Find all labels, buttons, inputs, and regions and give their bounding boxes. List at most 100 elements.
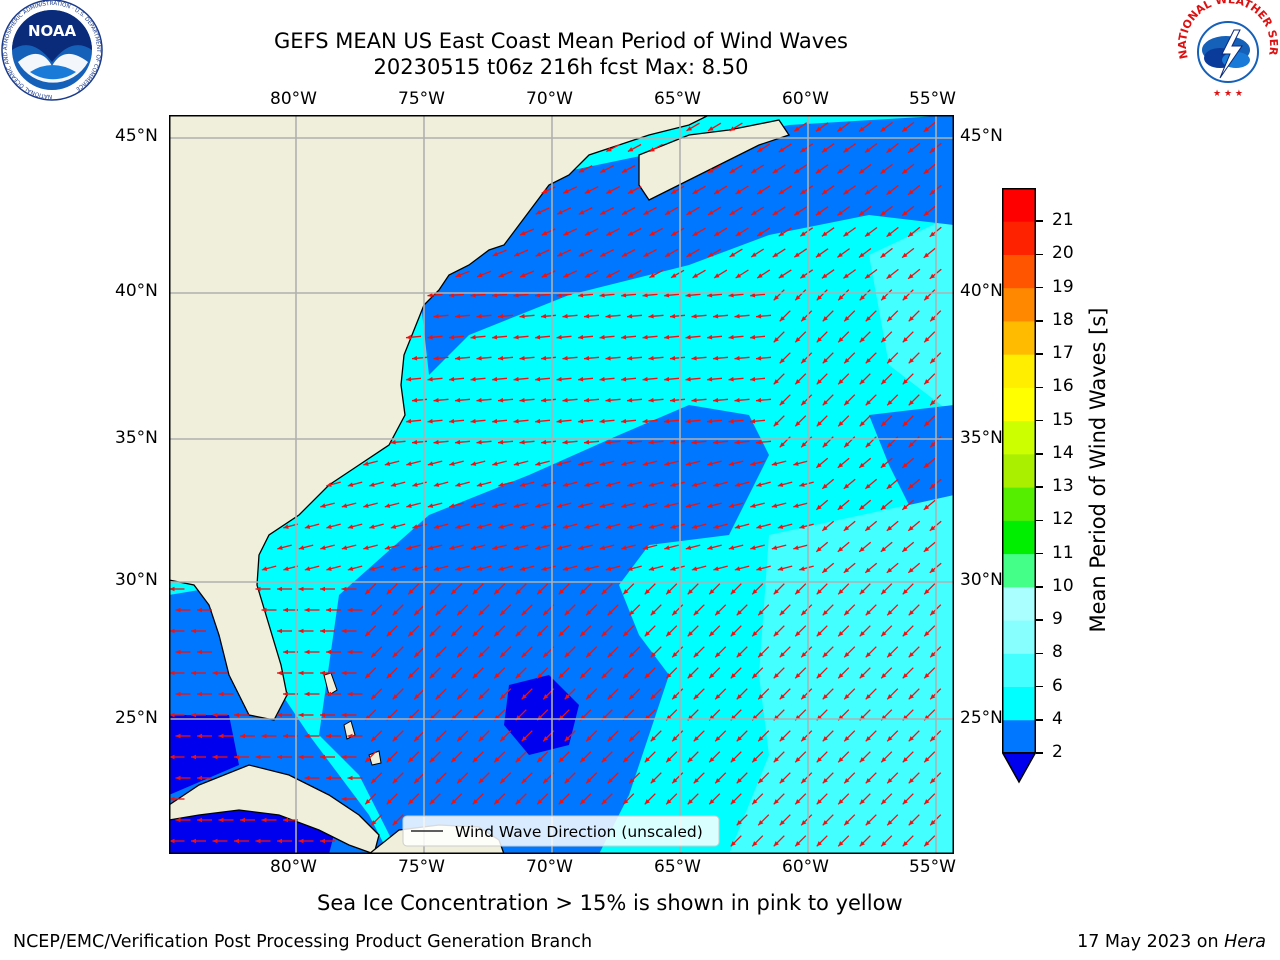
wave-direction-arrowhead (902, 589, 908, 595)
wave-direction-arrowhead (771, 545, 778, 550)
wave-direction-arrowhead (369, 524, 375, 529)
wave-direction-arrowhead (563, 273, 569, 278)
wave-direction-arrowhead (558, 673, 564, 679)
wave-direction-arrowhead (750, 376, 756, 382)
wave-direction-arrowhead (386, 589, 392, 595)
wave-direction-arrowhead (902, 841, 908, 847)
wave-direction-arrowhead (715, 778, 721, 784)
wave-direction-arrowhead (605, 524, 612, 529)
wave-direction-arrowhead (500, 610, 506, 616)
wave-direction-arrowhead (558, 757, 564, 763)
wave-direction-arrowhead (347, 524, 354, 529)
wave-direction-arrowhead (708, 252, 714, 257)
wave-direction-arrowhead (793, 545, 799, 550)
wave-direction-arrowhead (908, 567, 914, 573)
wave-direction-arrowhead (642, 503, 649, 508)
wave-direction-arrowhead (169, 796, 175, 802)
wave-direction-arrowhead (715, 694, 721, 700)
wave-direction-arrowhead (478, 610, 484, 616)
wave-direction-arrowhead (429, 631, 435, 637)
colorbar-tick-mark (1036, 419, 1043, 422)
wave-direction-arrowhead (751, 252, 757, 257)
wave-direction-arrowhead (433, 397, 439, 403)
wave-direction-arrowhead (543, 778, 549, 784)
wave-direction-arrowhead (880, 126, 886, 132)
wave-direction-arrowhead (929, 231, 935, 237)
wave-direction-arrowhead (865, 400, 871, 406)
colorbar-tick-label: 2 (1052, 742, 1063, 762)
wave-direction-arrowhead (728, 418, 734, 424)
wave-direction-arrowhead (838, 841, 844, 847)
wave-direction-arrowhead (556, 461, 563, 466)
colorbar-frame (1002, 188, 1036, 754)
wave-direction-arrowhead (169, 754, 175, 760)
wave-direction-arrowhead (758, 736, 764, 742)
wave-direction-arrowhead (886, 483, 893, 489)
map-legend: Wind Wave Direction (unscaled) (402, 815, 720, 847)
wave-direction-arrowhead (793, 461, 799, 466)
wave-direction-arrowhead (734, 397, 740, 403)
wave-direction-arrowhead (427, 503, 434, 508)
wave-direction-arrowhead (558, 799, 564, 805)
wave-direction-arrowhead (212, 670, 218, 676)
wave-direction-arrowhead (519, 397, 525, 403)
lat-label-right: 40°N (960, 281, 1003, 301)
legend-label: Wind Wave Direction (unscaled) (455, 823, 703, 841)
wave-direction-arrowhead (670, 439, 676, 445)
wave-direction-arrowhead (427, 461, 434, 466)
wave-direction-arrowhead (650, 652, 656, 658)
wave-direction-arrowhead (558, 631, 564, 637)
wave-direction-arrowhead (794, 252, 800, 258)
wave-direction-arrowhead (650, 778, 656, 784)
wave-direction-arrowhead (924, 673, 930, 679)
wave-direction-arrowhead (218, 691, 224, 697)
wave-direction-arrowhead (793, 503, 799, 508)
wave-direction-arrowhead (347, 775, 353, 781)
wave-direction-arrowhead (923, 168, 929, 174)
wave-direction-arrowhead (580, 757, 586, 763)
wave-direction-arrowhead (623, 757, 629, 763)
wave-direction-arrowhead (498, 355, 504, 361)
wave-direction-arrowhead (498, 272, 505, 278)
wave-direction-arrowhead (578, 168, 585, 173)
lat-label-left: 45°N (115, 126, 158, 146)
wave-direction-arrowhead (642, 376, 648, 382)
wave-direction-arrowhead (406, 545, 412, 550)
colorbar-label: Mean Period of Wind Waves [s] (1086, 307, 1110, 633)
lat-label-right: 25°N (960, 708, 1003, 728)
wave-direction-arrowhead (750, 545, 756, 550)
colorbar-tick-mark (1036, 719, 1043, 721)
wave-direction-arrowhead (605, 439, 611, 445)
wave-direction-arrowhead (494, 799, 500, 805)
wave-direction-arrowhead (600, 168, 606, 173)
wave-direction-arrowhead (756, 439, 762, 445)
wave-direction-arrowhead (601, 631, 607, 637)
wave-direction-arrowhead (392, 778, 398, 784)
wave-direction-arrowhead (902, 799, 908, 805)
colorbar-tick-label: 12 (1052, 509, 1074, 530)
wave-direction-arrowhead (822, 316, 828, 322)
wave-direction-arrowhead (599, 545, 606, 550)
wave-direction-arrowhead (476, 439, 482, 445)
wave-direction-arrowhead (757, 189, 763, 195)
wave-direction-arrowhead (777, 524, 784, 529)
wave-direction-arrowhead (304, 733, 310, 739)
wave-direction-arrowhead (277, 670, 282, 676)
wave-direction-arrowhead (175, 733, 181, 739)
wave-direction-arrowhead (887, 316, 893, 322)
wave-direction-arrowhead (478, 694, 484, 700)
wave-direction-arrowhead (730, 673, 736, 679)
wave-direction-arrowhead (865, 820, 871, 826)
wave-direction-arrowhead (773, 841, 779, 847)
wave-direction-arrowhead (757, 273, 763, 279)
wave-direction-arrowhead (693, 652, 699, 658)
wave-direction-arrowhead (751, 168, 757, 173)
wave-direction-arrowhead (930, 316, 936, 322)
wave-direction-arrowhead (672, 610, 678, 616)
wave-direction-arrowhead (451, 631, 457, 637)
footer-credit: NCEP/EMC/Verification Post Processing Pr… (13, 932, 593, 952)
wave-direction-arrowhead (449, 503, 455, 508)
wave-direction-arrowhead (822, 736, 828, 742)
wave-direction-arrowhead (470, 376, 476, 382)
wave-direction-arrowhead (365, 673, 371, 679)
